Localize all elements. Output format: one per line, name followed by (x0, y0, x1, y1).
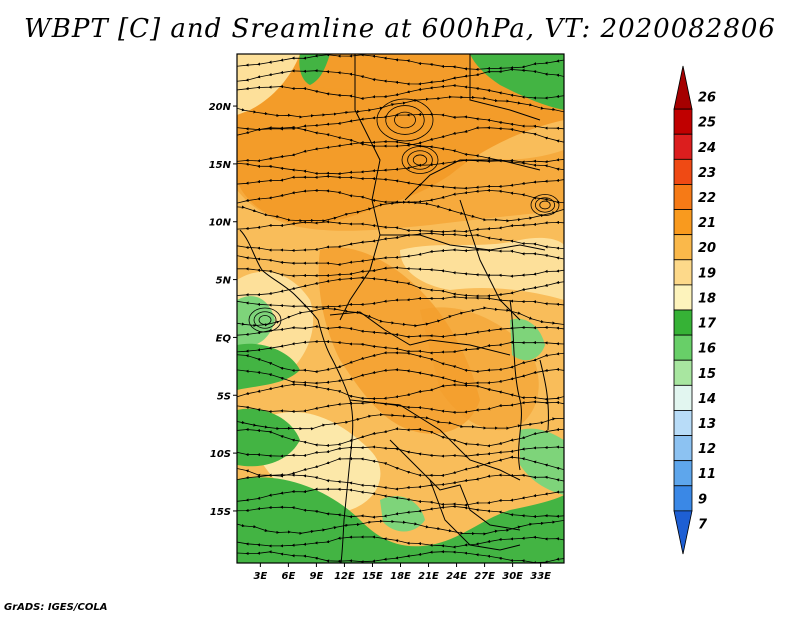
colorbar-label: 9 (698, 492, 707, 507)
colorbar-bottom-triangle (673, 510, 693, 555)
latitude-axis: 20N 15N 10N 5N EQ 5S 10S 15S (209, 102, 237, 518)
streamline (237, 504, 564, 519)
streamline (237, 367, 564, 386)
colorbar-swatch (673, 234, 693, 261)
streamline-vortex (385, 105, 425, 135)
colorbar-label: 12 (698, 442, 716, 457)
lon-tick-label: 3E (253, 571, 267, 582)
streamline (237, 339, 564, 355)
lat-tick-label: 20N (209, 102, 232, 113)
streamline (237, 382, 564, 401)
colorbar-label: 19 (698, 266, 716, 281)
grads-credit: GrADS: IGES/COLA (4, 602, 108, 613)
lat-tick-label: 15S (210, 507, 231, 518)
colorbar-swatch (673, 460, 693, 487)
streamline (237, 67, 564, 86)
streamline-vortex (534, 197, 556, 213)
colorbar-swatch (673, 184, 693, 210)
colorbar-label: 24 (698, 141, 716, 156)
streamline-vortex (253, 311, 277, 329)
lon-tick-label: 6E (281, 571, 295, 582)
streamline (237, 324, 564, 339)
streamline (237, 306, 564, 328)
colorbar: 26 25 24 23 22 21 20 19 18 17 16 15 14 13 12 11 9 7 (673, 65, 717, 555)
lon-tick-label: 24E (446, 571, 467, 582)
colorbar-swatch (673, 133, 693, 160)
streamline (237, 248, 564, 267)
colorbar-label: 15 (698, 367, 716, 382)
streamline-vortex (258, 315, 272, 325)
streamline (237, 158, 564, 176)
lon-tick-label: 9E (310, 571, 324, 582)
streamline (237, 83, 564, 101)
colorbar-label: 20 (698, 241, 716, 256)
colorbar-label: 11 (698, 467, 716, 482)
streamline (237, 276, 564, 298)
streamlines (237, 54, 564, 563)
colorbar-swatch (673, 435, 693, 462)
colorbar-swatch (673, 410, 693, 436)
colorbar-swatch (673, 334, 693, 361)
map-title: WBPT [C] and Sreamline at 600hPa, VT: 20… (24, 14, 776, 44)
colorbar-label: 7 (698, 517, 708, 532)
colorbar-top-triangle (673, 65, 693, 110)
colorbar-label: 23 (698, 166, 716, 181)
colorbar-label: 16 (698, 342, 716, 357)
streamline-vortex (539, 200, 551, 210)
colorbar-swatch (673, 108, 693, 135)
streamline-vortex (530, 194, 560, 216)
streamline-vortex (401, 146, 439, 174)
streamline (237, 54, 564, 71)
lon-tick-label: 27E (474, 571, 495, 582)
lon-tick-label: 12E (334, 571, 355, 582)
lon-tick-label: 18E (390, 571, 411, 582)
colorbar-label: 21 (698, 216, 716, 231)
lat-tick-label: 5S (217, 391, 231, 402)
colorbar-swatch (673, 485, 693, 512)
streamline (237, 518, 564, 536)
colorbar-label: 18 (698, 291, 716, 306)
wbpt-field (237, 54, 564, 563)
streamline (237, 200, 564, 223)
streamline (237, 174, 564, 190)
country-borders (239, 54, 549, 563)
colorbar-swatch (673, 384, 693, 411)
lat-tick-label: 10N (209, 218, 232, 229)
streamline (237, 427, 564, 448)
colorbar-label: 13 (698, 417, 716, 432)
streamline-vortex (376, 98, 434, 142)
colorbar-label: 26 (698, 91, 716, 106)
colorbar-label: 22 (698, 191, 716, 206)
colorbar-swatch (673, 284, 693, 311)
colorbar-label: 14 (698, 392, 716, 407)
lon-tick-label: 33E (530, 571, 551, 582)
streamline (237, 535, 564, 549)
colorbar-swatch (673, 158, 693, 185)
colorbar-swatch (673, 309, 693, 336)
colorbar-swatch (673, 259, 693, 286)
colorbar-label: 17 (698, 317, 717, 332)
streamline-vortex (412, 154, 428, 166)
streamline-vortex (407, 150, 433, 170)
lat-tick-label: 15N (209, 160, 232, 171)
lat-tick-label: 5N (216, 276, 232, 287)
streamline-vortex (394, 111, 416, 129)
lat-tick-label: EQ (216, 333, 232, 344)
streamline-vortex (248, 307, 282, 333)
lon-tick-label: 21E (418, 571, 439, 582)
colorbar-swatch (673, 209, 693, 236)
colorbar-swatch (673, 359, 693, 386)
lon-tick-label: 15E (362, 571, 383, 582)
streamline (237, 487, 564, 507)
streamline (237, 220, 564, 234)
lat-tick-label: 10S (210, 449, 231, 460)
colorbar-label: 25 (698, 116, 716, 131)
streamline (237, 400, 564, 414)
streamline (237, 295, 564, 309)
streamline (237, 550, 564, 563)
longitude-axis: 3E 6E 9E 12E 15E 18E 21E 24E 27E 30E 33E (253, 563, 551, 582)
lon-tick-label: 30E (502, 571, 523, 582)
